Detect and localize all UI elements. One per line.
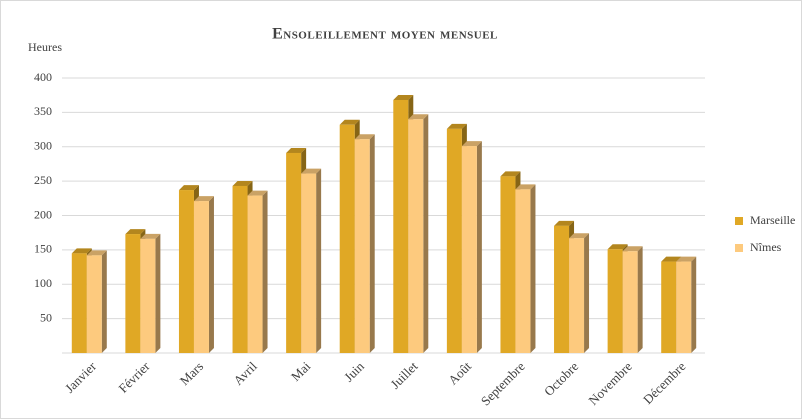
bar-top	[354, 134, 375, 140]
bar-top	[232, 180, 253, 186]
legend-label: Nîmes	[750, 240, 782, 254]
bar	[354, 139, 370, 353]
bar-top	[622, 246, 643, 252]
bar	[339, 124, 355, 353]
bar-side	[691, 256, 697, 353]
chart-title: Ensoleillement moyen mensuel	[272, 26, 498, 43]
bar-top	[446, 123, 467, 129]
bar	[446, 128, 462, 353]
bar	[286, 152, 302, 353]
bar-side	[208, 196, 214, 353]
bar-top	[86, 250, 107, 256]
bar-side	[369, 134, 375, 353]
y-tick-label: 350	[34, 104, 52, 118]
y-tick-label: 150	[34, 242, 52, 256]
y-axis-label: Heures	[28, 40, 62, 54]
legend-swatch	[735, 217, 743, 225]
bar-top	[178, 185, 199, 191]
bar-side	[262, 190, 268, 353]
bar	[500, 176, 516, 353]
bar	[554, 225, 570, 353]
bar-side	[101, 250, 107, 353]
bar-top	[286, 147, 307, 153]
bar	[569, 238, 585, 353]
y-tick-label: 400	[34, 70, 52, 84]
y-tick-label: 200	[34, 207, 52, 221]
y-tick-label: 300	[34, 139, 52, 153]
bar-top	[247, 190, 268, 196]
bar-top	[301, 168, 322, 174]
bar-side	[530, 184, 536, 353]
bar-side	[155, 233, 161, 353]
y-tick-label: 100	[34, 276, 52, 290]
bar	[661, 261, 677, 353]
bar	[140, 238, 156, 353]
bar-top	[461, 141, 482, 147]
bar	[408, 119, 424, 353]
bar	[622, 251, 638, 353]
bar-top	[339, 119, 360, 125]
bar-top	[393, 95, 414, 100]
bar	[178, 190, 194, 353]
bar-top	[607, 244, 628, 250]
bar	[232, 185, 248, 353]
bar	[607, 249, 623, 353]
bar-top	[569, 233, 590, 239]
bar-side	[476, 141, 482, 353]
bar-top	[676, 256, 697, 262]
y-tick-label: 250	[34, 173, 52, 187]
bar-top	[515, 184, 536, 190]
bar-side	[637, 246, 643, 353]
bar	[125, 234, 141, 353]
bar	[676, 261, 692, 353]
bar-top	[125, 229, 146, 235]
bar	[301, 173, 317, 353]
bar-top	[71, 248, 92, 254]
bar	[393, 100, 409, 353]
bar-top	[661, 256, 682, 262]
bar-side	[584, 233, 590, 353]
bar	[461, 146, 477, 353]
legend-label: Marseille	[750, 213, 795, 227]
bar-side	[423, 114, 429, 353]
bar	[193, 201, 209, 353]
bar	[86, 255, 102, 353]
bar	[71, 253, 87, 353]
bar	[515, 189, 531, 353]
bar-top	[500, 171, 521, 177]
bar-top	[193, 196, 214, 202]
bar-top	[554, 220, 575, 226]
legend-swatch	[735, 244, 743, 252]
bar-side	[316, 168, 322, 353]
y-tick-label: 50	[40, 310, 52, 324]
bar-top	[140, 233, 161, 239]
bar	[247, 195, 263, 353]
bar-top	[408, 114, 429, 120]
